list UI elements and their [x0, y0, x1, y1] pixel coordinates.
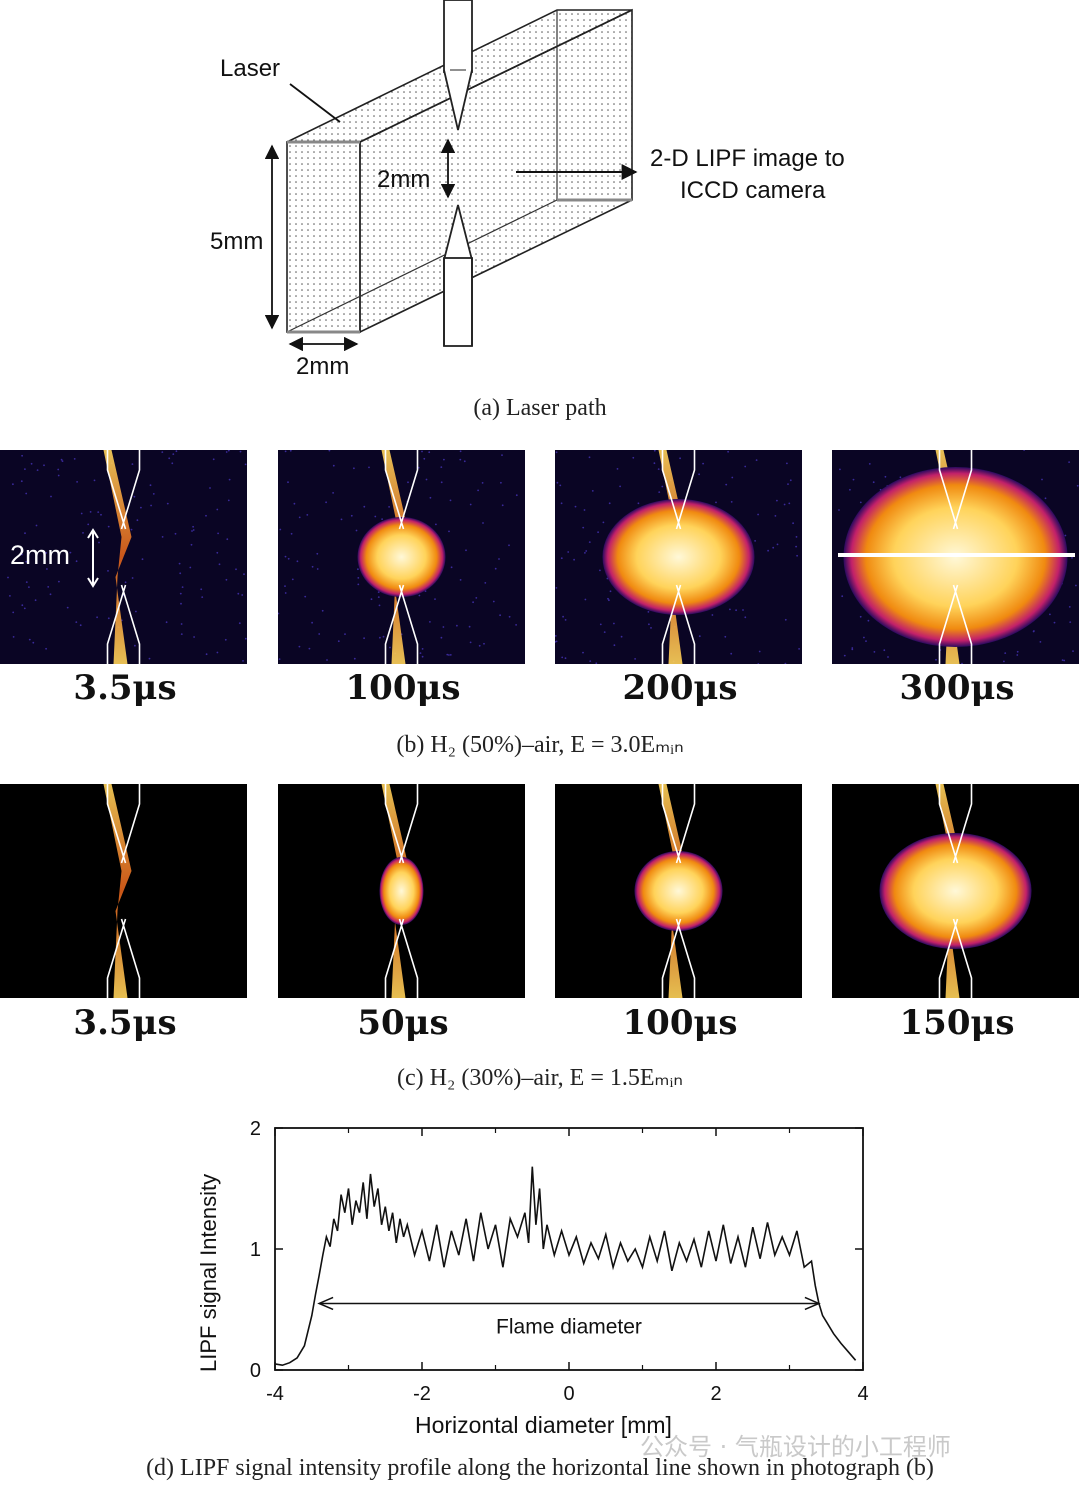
y-tick-label: 2 — [250, 1118, 261, 1140]
output-label-line1: 2-D LIPF image to — [650, 145, 845, 172]
scale-arrow — [87, 528, 99, 588]
caption-b: (b) H₂ (50%)–air, E = 3.0Eₘᵢₙ — [396, 732, 684, 758]
arrowhead-right — [804, 1296, 821, 1311]
scale-bar: 2mm — [10, 528, 99, 588]
panel-b-flame-image-2 — [278, 450, 525, 664]
laser-sheet-front-face — [286, 141, 361, 333]
panel-c-time-label-3: 100μs — [622, 1003, 738, 1043]
flame-diameter-label: Flame diameter — [496, 1315, 642, 1338]
panel-b-flame-image-3 — [555, 450, 802, 664]
laser-pointer-line — [289, 83, 341, 123]
gap-label: 2mm — [377, 166, 431, 193]
panel-b-time-label-4: 300μs — [899, 668, 1015, 708]
y-tick-label: 0 — [250, 1360, 261, 1382]
panel-b-flame-image-1 — [0, 450, 247, 664]
x-tick-label: 0 — [563, 1383, 574, 1405]
caption-d: (d) LIPF signal intensity profile along … — [146, 1455, 934, 1481]
laser-label: Laser — [220, 55, 281, 82]
x-tick-label: 2 — [710, 1383, 721, 1405]
panel-c-time-label-1: 3.5μs — [73, 1003, 177, 1043]
y-tick-label: 1 — [250, 1239, 261, 1261]
caption-c: (c) H₂ (30%)–air, E = 1.5Eₘᵢₙ — [397, 1065, 683, 1091]
panel-b-flame-image-4 — [832, 450, 1079, 664]
panel-c-flame-image-4 — [832, 784, 1079, 998]
panel-c-flame-image-3 — [555, 784, 802, 998]
x-axis-label: Horizontal diameter [mm] — [415, 1412, 672, 1438]
caption-a: (a) Laser path — [473, 395, 607, 421]
panel-c-time-label-4: 150μs — [899, 1003, 1015, 1043]
scale-label: 2mm — [10, 540, 70, 570]
panel-b-time-label-1: 3.5μs — [73, 668, 177, 708]
intensity-chart: -4 -2 0 2 4 0 1 2 Flame diameter LIPF signal Int… — [0, 1100, 1080, 1484]
laser-path-diagram: Laser 2mm 5mm 2mm 2-D LIPF image to ICCD… — [0, 0, 1080, 440]
panel-b-time-label-2: 100μs — [345, 668, 461, 708]
panel-c-time-label-2: 50μs — [357, 1003, 449, 1043]
width-label: 2mm — [296, 353, 350, 380]
x-tick-label: -4 — [266, 1383, 284, 1405]
arrowhead-left — [317, 1296, 334, 1311]
height-label: 5mm — [210, 228, 264, 255]
output-label-line2: ICCD camera — [680, 177, 826, 204]
y-axis-label: LIPF signal Intensity — [196, 1173, 221, 1372]
laser-path-figure — [264, 0, 638, 352]
x-tick-label: -2 — [413, 1383, 431, 1405]
intensity-series-line — [274, 1166, 857, 1367]
upper-electrode — [443, 0, 473, 131]
panel-b-time-label-3: 200μs — [622, 668, 738, 708]
panel-c-flame-image-1 — [0, 784, 247, 998]
lower-electrode — [443, 204, 473, 347]
intensity-chart-svg: -4 -2 0 2 4 0 1 2 Flame diameter — [250, 1118, 869, 1405]
x-tick-label: 4 — [857, 1383, 868, 1405]
panel-c-flame-image-2 — [278, 784, 525, 998]
watermark: 公众号 · 气瓶设计的小工程师 — [640, 1433, 951, 1461]
